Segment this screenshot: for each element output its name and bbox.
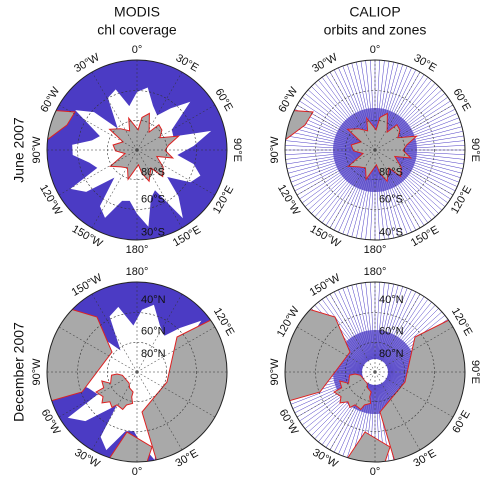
column-subtitle: chl coverage: [97, 22, 177, 38]
row-label: December 2007: [11, 322, 27, 422]
longitude-label: 180°: [126, 244, 149, 256]
polar-map: [285, 282, 465, 462]
latitude-label: 40°N: [379, 294, 404, 306]
latitude-label: 40°N: [141, 294, 166, 306]
latitude-label: 40°S: [379, 227, 403, 239]
longitude-label: 180°: [364, 244, 387, 256]
map-body: [285, 60, 465, 240]
longitude-label: 90°W: [269, 358, 281, 386]
longitude-label: 180°: [126, 266, 149, 278]
latitude-label: 60°N: [379, 325, 404, 337]
row-label: June 2007: [11, 117, 27, 183]
maps: [47, 60, 465, 462]
longitude-label: 90°E: [231, 138, 243, 162]
latitude-label: 80°S: [379, 166, 403, 178]
longitude-label: 0°: [370, 466, 381, 478]
figure: MODIS chl coverage CALIOP orbits and zon…: [0, 0, 490, 479]
longitude-label: 0°: [132, 466, 143, 478]
polar-map: [285, 60, 465, 240]
latitude-label: 60°S: [379, 193, 403, 205]
polar-map: [47, 60, 227, 240]
latitude-label: 30°S: [141, 227, 165, 239]
latitude-label: 80°N: [379, 348, 404, 360]
latitude-label: 60°S: [141, 193, 165, 205]
longitude-label: 90°W: [31, 136, 43, 164]
longitude-label: 90°W: [269, 136, 281, 164]
latitude-label: 80°N: [141, 348, 166, 360]
map-body: [47, 60, 227, 240]
australia-nz: [197, 212, 227, 240]
column-subtitle: orbits and zones: [324, 22, 427, 38]
longitude-label: 0°: [370, 44, 381, 56]
latitude-label: 80°S: [141, 166, 165, 178]
column-title: CALIOP: [349, 4, 400, 20]
map-body: [47, 282, 227, 462]
polar-map: [47, 282, 227, 462]
australia-nz: [435, 212, 465, 240]
longitude-label: 90°W: [31, 358, 43, 386]
column-title: MODIS: [114, 4, 160, 20]
longitude-label: 180°: [364, 266, 387, 278]
longitude-label: 0°: [132, 44, 143, 56]
longitude-label: 90°E: [469, 138, 481, 162]
latitude-label: 60°N: [141, 325, 166, 337]
map-body: [285, 282, 465, 462]
longitude-label: 90°E: [469, 360, 481, 384]
